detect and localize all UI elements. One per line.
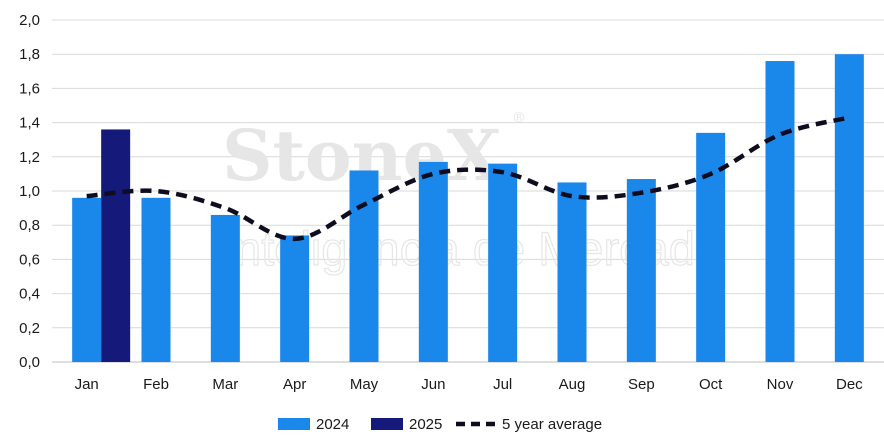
x-tick-label: Apr bbox=[283, 376, 306, 393]
bar-2024-Jan bbox=[72, 197, 102, 362]
bar-2024-Mar bbox=[210, 214, 240, 362]
legend-swatch-2024 bbox=[278, 418, 310, 430]
bar-2024-Apr bbox=[280, 235, 310, 362]
legend-label-2025: 2025 bbox=[409, 416, 442, 433]
y-tick-label: 0,8 bbox=[19, 217, 40, 234]
y-tick-label: 0,0 bbox=[19, 354, 40, 371]
x-tick-label: Jun bbox=[421, 376, 445, 393]
y-tick-label: 0,2 bbox=[19, 320, 40, 337]
bar-2024-Aug bbox=[557, 182, 587, 362]
x-tick-label: Sep bbox=[628, 376, 655, 393]
y-tick-label: 0,4 bbox=[19, 286, 40, 303]
y-tick-label: 2,0 bbox=[19, 12, 40, 29]
x-tick-label: May bbox=[350, 376, 379, 393]
x-tick-label: Jul bbox=[493, 376, 512, 393]
y-tick-label: 1,2 bbox=[19, 149, 40, 166]
y-tick-label: 0,6 bbox=[19, 251, 40, 268]
y-tick-label: 1,4 bbox=[19, 115, 40, 132]
y-tick-label: 1,0 bbox=[19, 183, 40, 200]
series-line-5-year-average bbox=[86, 115, 850, 242]
y-tick-label: 1,8 bbox=[19, 46, 40, 63]
bar-2024-Nov bbox=[765, 61, 795, 362]
bars bbox=[72, 54, 864, 362]
x-axis: Jan Feb Mar Apr May Jun Jul Aug Sep Oct Nov Dec bbox=[75, 376, 864, 393]
x-tick-label: Feb bbox=[143, 376, 169, 393]
bar-2024-Sep bbox=[626, 179, 656, 362]
average-line bbox=[86, 115, 850, 242]
x-tick-label: Oct bbox=[699, 376, 723, 393]
gridlines bbox=[52, 19, 884, 363]
bar-2024-Jun bbox=[418, 161, 448, 362]
y-tick-label: 1,6 bbox=[19, 80, 40, 97]
x-tick-label: Dec bbox=[836, 376, 863, 393]
x-tick-label: Jan bbox=[75, 376, 99, 393]
legend-label-5-year-average: 5 year average bbox=[502, 416, 602, 433]
x-tick-label: Mar bbox=[212, 376, 238, 393]
legend-swatch-2025 bbox=[371, 418, 403, 430]
legend-label-2024: 2024 bbox=[316, 416, 349, 433]
bar-2024-Jul bbox=[488, 163, 518, 362]
watermark-registered-mark: ® bbox=[512, 110, 526, 126]
bar-2024-Feb bbox=[141, 197, 171, 362]
bar-2024-Dec bbox=[834, 54, 864, 362]
legend: 2024 2025 5 year average bbox=[278, 416, 602, 433]
y-axis: 0,0 0,2 0,4 0,6 0,8 1,0 1,2 1,4 1,6 1,8 2,0 bbox=[19, 12, 40, 371]
x-tick-label: Nov bbox=[767, 376, 794, 393]
bar-2025-Jan bbox=[101, 129, 131, 362]
x-tick-label: Aug bbox=[559, 376, 586, 393]
